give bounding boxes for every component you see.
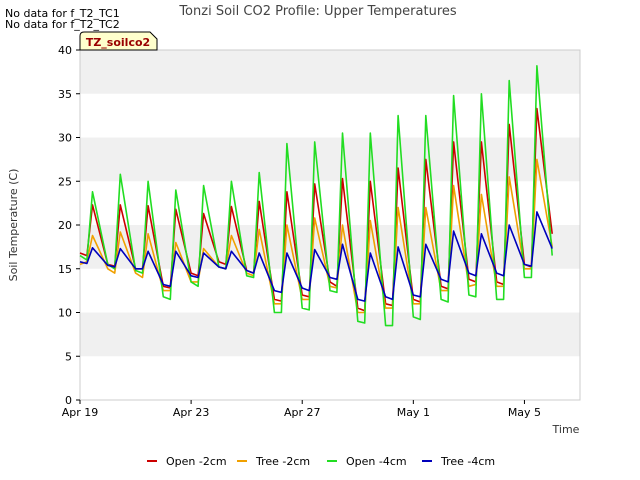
- legend-label: Tree -4cm: [440, 455, 495, 468]
- series-line-tree-2cm: [79, 158, 553, 314]
- y-axis-label: Soil Temperature (C): [7, 169, 20, 282]
- no-data-note-1: No data for f_T2_TC1: [5, 7, 120, 20]
- y-tick-label: 0: [65, 394, 72, 407]
- x-tick-label: May 1: [397, 406, 430, 419]
- badge-label: TZ_soilco2: [86, 36, 150, 49]
- no-data-note-2: No data for f_T2_TC2: [5, 18, 120, 31]
- y-tick-label: 35: [58, 88, 72, 101]
- y-tick-label: 40: [58, 44, 72, 57]
- y-tick-label: 30: [58, 132, 72, 145]
- x-tick-label: Apr 19: [62, 406, 99, 419]
- x-tick-label: Apr 27: [284, 406, 321, 419]
- grid-bands: [80, 50, 580, 357]
- legend: Open -2cm Tree -2cm Open -4cm Tree -4cm: [147, 455, 495, 468]
- legend-label: Open -2cm: [166, 455, 227, 468]
- y-tick-label: 20: [58, 219, 72, 232]
- grid-band: [80, 50, 580, 94]
- y-tick-label: 15: [58, 263, 72, 276]
- grid-band: [80, 312, 580, 357]
- series-line-open-4cm: [79, 65, 553, 327]
- grid-band: [80, 225, 580, 269]
- y-tick-label: 5: [65, 350, 72, 363]
- chart-title: Tonzi Soil CO2 Profile: Upper Temperatur…: [178, 4, 457, 19]
- x-tick-label: Apr 23: [173, 406, 210, 419]
- x-axis-ticks: Apr 19 Apr 23 Apr 27 May 1 May 5: [62, 400, 541, 419]
- series-line-tree-4cm: [79, 211, 553, 302]
- y-axis-ticks: 0 5 10 15 20 25 30 35 40: [58, 44, 80, 407]
- x-axis-label: Time: [552, 423, 580, 436]
- badge: TZ_soilco2: [79, 31, 158, 51]
- legend-label: Tree -2cm: [255, 455, 310, 468]
- grid-band: [80, 137, 580, 182]
- series-lines: [79, 65, 553, 327]
- y-tick-label: 25: [58, 175, 72, 188]
- x-tick-label: May 5: [508, 406, 541, 419]
- badge-shape: [79, 31, 158, 51]
- legend-label: Open -4cm: [346, 455, 407, 468]
- y-tick-label: 10: [58, 307, 72, 320]
